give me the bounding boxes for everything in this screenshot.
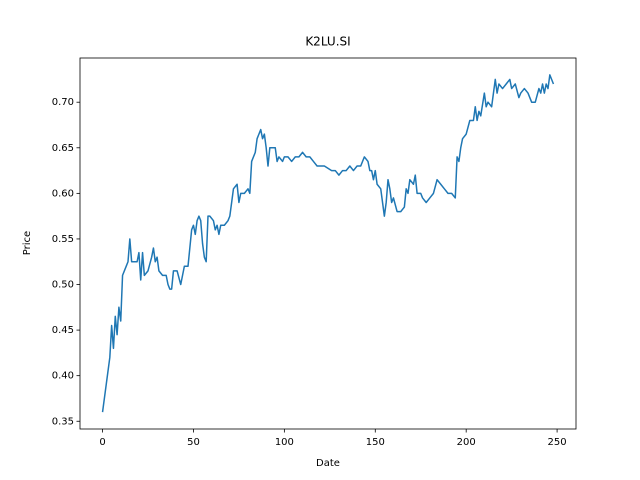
x-tick-label: 250 — [548, 437, 567, 448]
x-axis-label: Date — [316, 458, 340, 469]
y-tick-label: 0.40 — [52, 371, 74, 382]
y-tick-label: 0.45 — [52, 325, 74, 336]
y-tick-label: 0.70 — [52, 97, 74, 108]
x-tick-label: 150 — [366, 437, 385, 448]
y-axis-label: Price — [22, 231, 33, 255]
y-tick-label: 0.50 — [52, 280, 74, 291]
x-tick-label: 200 — [457, 437, 476, 448]
price-line — [101, 74, 555, 413]
chart-title: K2LU.SI — [305, 35, 350, 49]
y-tick-label: 0.65 — [52, 143, 74, 154]
x-tick-label: 50 — [187, 437, 200, 448]
axes-frame — [79, 57, 577, 430]
y-tick-label: 0.35 — [52, 416, 74, 427]
x-tick-label: 100 — [275, 437, 294, 448]
x-tick-label: 0 — [99, 437, 105, 448]
y-tick-label: 0.55 — [52, 234, 74, 245]
y-tick-label: 0.60 — [52, 188, 74, 199]
